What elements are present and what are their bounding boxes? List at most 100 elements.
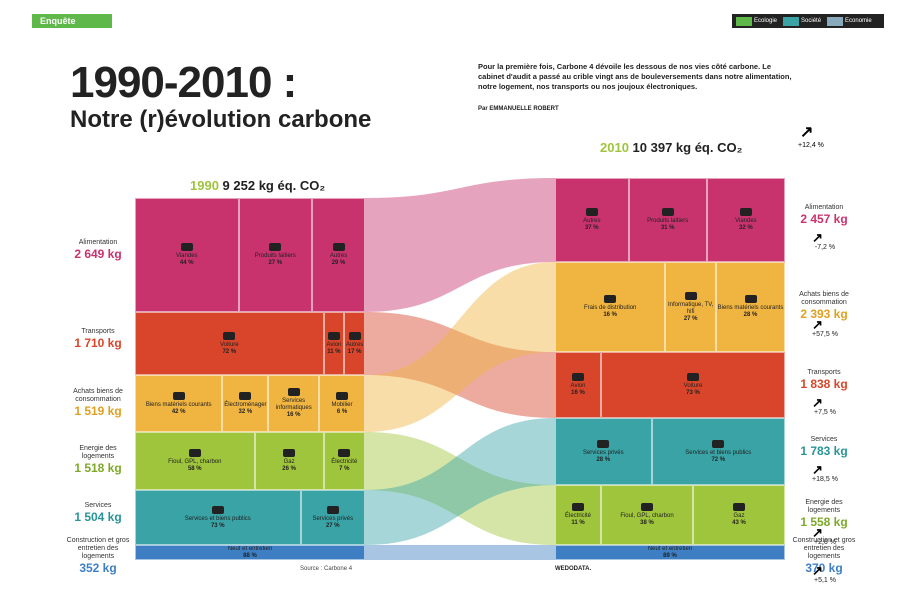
row-name: Achats biens de consommation <box>73 388 123 403</box>
block-pct: 26 % <box>282 466 296 473</box>
block-pct: 73 % <box>211 523 225 530</box>
row-name: Construction et gros entretien des logem… <box>793 537 856 560</box>
row-amount: 1 519 kg <box>66 404 130 418</box>
block-pct: 58 % <box>188 466 202 473</box>
row-amount: 1 838 kg <box>792 377 856 391</box>
block-label: Frais de distribution <box>584 305 636 312</box>
block-pct: 27 % <box>326 523 340 530</box>
block: Gaz43 % <box>693 485 785 545</box>
block-pct: 32 % <box>239 409 253 416</box>
block-pct: 17 % <box>348 349 362 356</box>
block-pct: 11 % <box>571 520 584 527</box>
icon <box>223 332 235 340</box>
row-change: +18,5 % <box>800 476 850 483</box>
row-amount: 1 558 kg <box>792 515 856 529</box>
block-pct: 88 % <box>243 553 257 560</box>
icon <box>641 503 653 511</box>
block-pct: 6 % <box>337 409 347 416</box>
block-label: Gaz <box>733 513 744 520</box>
block-pct: 31 % <box>661 225 675 232</box>
icon <box>662 208 674 216</box>
block-label: Autres <box>330 253 347 260</box>
row-label: Energie des logements1 518 kg <box>66 445 130 475</box>
block-label: Biens matériels courants <box>718 305 784 312</box>
row-name: Services <box>85 502 112 509</box>
block-label: Autres <box>346 342 363 349</box>
row-name: Energie des logements <box>805 499 842 514</box>
row-change: -7,2 % <box>800 244 850 251</box>
icon <box>712 440 724 448</box>
block-label: Services et biens publics <box>185 516 251 523</box>
block-label: Produits laitiers <box>647 218 688 225</box>
block-pct: 89 % <box>663 553 677 560</box>
block-label: Fioul, GPL, charbon <box>168 459 221 466</box>
row-amount: 352 kg <box>66 561 130 575</box>
block: Viandes32 % <box>707 178 785 262</box>
block-label: Services et biens publics <box>685 450 751 457</box>
flow <box>365 545 555 560</box>
block-pct: 73 % <box>686 390 700 397</box>
icon <box>189 449 201 457</box>
row-amount: 370 kg <box>792 561 856 575</box>
icon <box>173 392 185 400</box>
row-name: Alimentation <box>805 204 844 211</box>
block: Biens matériels courants28 % <box>716 262 785 352</box>
block-label: Avion <box>571 383 586 390</box>
block-label: Électroménager <box>224 402 266 409</box>
block: Gaz26 % <box>255 432 324 490</box>
block-label: Services privés <box>312 516 353 523</box>
block-label: Services privés <box>583 450 624 457</box>
icon <box>597 440 609 448</box>
block-label: Voiture <box>220 342 239 349</box>
block-pct: 28 % <box>744 312 758 319</box>
block: Biens matériels courants42 % <box>135 375 222 432</box>
block: Frais de distribution16 % <box>555 262 665 352</box>
icon <box>572 503 584 511</box>
row-amount: 1 783 kg <box>792 444 856 458</box>
icon <box>338 449 350 457</box>
icon <box>181 243 193 251</box>
block-pct: 16 % <box>603 312 617 319</box>
block-label: Informatique, TV, hifi <box>666 302 715 316</box>
block-label: Services informatiques <box>269 398 318 412</box>
block-label: Neuf et entretien <box>228 546 272 553</box>
icon <box>733 503 745 511</box>
block-pct: 11 % <box>327 349 340 356</box>
row-change: +57,5 % <box>800 331 850 338</box>
credit: WEDODATA. <box>555 566 591 572</box>
row-amount: 2 649 kg <box>66 247 130 261</box>
block-label: Fioul, GPL, charbon <box>620 513 673 520</box>
row-name: Achats biens de consommation <box>799 291 849 306</box>
row-amount: 2 393 kg <box>792 307 856 321</box>
icon <box>745 295 757 303</box>
block: Voiture72 % <box>135 312 324 375</box>
block: Services privés27 % <box>301 490 365 545</box>
block: Services privés28 % <box>555 418 652 485</box>
icon <box>740 208 752 216</box>
block-label: Électricité <box>331 459 357 466</box>
icon <box>586 208 598 216</box>
row-name: Transports <box>807 369 840 376</box>
icon <box>687 373 699 381</box>
source: Source : Carbone 4 <box>300 566 352 572</box>
block: Neuf et entretien88 % <box>135 545 365 560</box>
row-label: Achats biens de consommation1 519 kg <box>66 388 130 418</box>
block-pct: 72 % <box>222 349 236 356</box>
block-label: Voiture <box>684 383 703 390</box>
block-label: Mobilier <box>331 402 352 409</box>
block-pct: 43 % <box>732 520 746 527</box>
